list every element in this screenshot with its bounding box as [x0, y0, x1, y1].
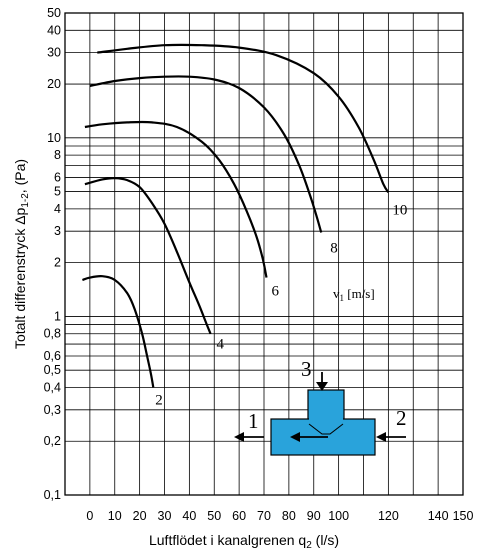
x-tick-label: 30	[158, 509, 172, 523]
y-tick-label: 0,8	[44, 327, 61, 341]
y-tick-label: 0,5	[44, 363, 61, 377]
y-tick-label: 40	[47, 23, 61, 37]
x-tick-label: 120	[378, 509, 399, 523]
y-tick-label: 50	[47, 6, 61, 20]
y-tick-label: 1	[54, 309, 61, 323]
y-tick-label: 5	[54, 185, 61, 199]
y-tick-label: 3	[54, 224, 61, 238]
port-1-label: 1	[248, 409, 259, 433]
series-label-8: 8	[330, 241, 338, 257]
y-axis-title: Totalt differenstryck Δp1-2, (Pa)	[12, 159, 31, 349]
flow-arrow-head	[290, 432, 300, 442]
series-line-6	[84, 120, 268, 278]
y-tick-label: 6	[54, 170, 61, 184]
series-label-6: 6	[271, 284, 279, 300]
x-tick-label: 50	[207, 509, 221, 523]
x-tick-label: 20	[133, 509, 147, 523]
y-tick-label: 2	[54, 256, 61, 270]
y-tick-label: 0,2	[44, 434, 61, 448]
x-tick-label: 80	[282, 509, 296, 523]
port-3-label: 3	[301, 357, 312, 381]
port-2-label: 2	[396, 406, 407, 430]
x-tick-label: 40	[182, 509, 196, 523]
series-label-4: 4	[217, 337, 225, 353]
arrow-1-head	[234, 432, 244, 442]
series-label-2: 2	[155, 392, 163, 408]
x-tick-label: 140	[428, 509, 449, 523]
x-axis-title: Luftflödet i kanalgrenen q2 (l/s)	[149, 532, 339, 551]
x-tick-label: 10	[108, 509, 122, 523]
y-tick-label: 20	[47, 77, 61, 91]
y-tick-label: 30	[47, 46, 61, 60]
series-line-4	[84, 176, 212, 335]
series-line-8	[89, 75, 323, 233]
tee-joint	[309, 417, 343, 422]
arrow-2-head	[376, 432, 386, 442]
y-tick-label: 8	[54, 148, 61, 162]
x-tick-label: 70	[257, 509, 271, 523]
x-tick-label: 60	[232, 509, 246, 523]
series-line-10	[97, 43, 390, 194]
curve-labels: 2 4 6 8 10	[155, 202, 407, 408]
x-axis-ticks: 0 10 20 30 40 50 60 70 80 90 100 120 140 150	[86, 509, 473, 523]
y-tick-label: 0,4	[44, 380, 61, 394]
tee-inner-edge	[308, 423, 344, 435]
series-line-2	[82, 275, 155, 388]
y-tick-label: 0,6	[44, 349, 61, 363]
curves	[82, 43, 390, 388]
y-tick-label: 10	[47, 131, 61, 145]
x-tick-label: 90	[307, 509, 321, 523]
tee-fitting-diagram: 3 1 2	[234, 357, 407, 456]
series-label-10: 10	[392, 202, 407, 218]
x-tick-label: 150	[453, 509, 474, 523]
y-tick-label: 0,3	[44, 403, 61, 417]
y-axis-ticks: 0,1 0,2 0,3 0,4 0,50,6 0,8 1 2 3 4 56 8 10 20 30 40 50	[44, 6, 61, 502]
grid	[65, 12, 463, 496]
y-tick-label: 4	[54, 202, 61, 216]
velocity-unit-label: v1 [m/s]	[333, 286, 375, 303]
arrow-3-head	[316, 382, 328, 391]
plot-frame	[64, 12, 464, 496]
x-tick-label: 100	[328, 509, 349, 523]
y-tick-label: 0,1	[44, 488, 61, 502]
x-tick-label: 0	[86, 509, 93, 523]
